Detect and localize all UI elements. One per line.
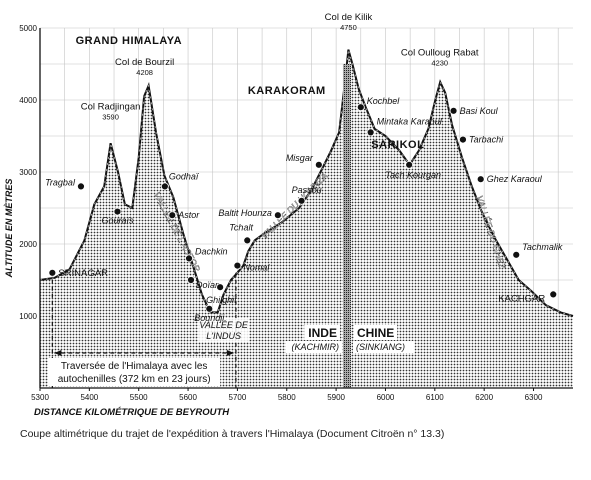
- profile-fill: [40, 49, 573, 388]
- place-label: KACHGAR: [498, 293, 545, 304]
- y-tick-label: 3000: [19, 168, 37, 177]
- region-label: KARAKORAM: [248, 85, 326, 97]
- place-label: Col de Bourzil: [115, 57, 174, 68]
- place-marker: [205, 304, 214, 313]
- x-tick-label: 6100: [426, 393, 444, 402]
- x-tick-label: 5900: [327, 393, 345, 402]
- border-left-region: (KACHMIR): [291, 342, 339, 352]
- place-label: Gouraïs: [101, 216, 134, 226]
- place-marker: [549, 290, 558, 299]
- place-marker: [297, 196, 306, 205]
- place-marker: [168, 211, 177, 220]
- place-label: Col Oulloug Rabat: [401, 47, 479, 58]
- place-label: Basi Koul: [460, 106, 499, 116]
- col-altitude-label: 4230: [431, 58, 448, 67]
- place-label: Tachmalik: [522, 242, 563, 252]
- place-marker: [273, 211, 282, 220]
- border-left-region-bg: [285, 341, 342, 353]
- place-label: Misgar: [286, 153, 314, 163]
- col-altitude-label: 4208: [136, 68, 153, 77]
- traverse-label-box: [48, 358, 221, 386]
- place-label: Ghez Karaoul: [487, 174, 543, 184]
- place-label: Col de Kilik: [325, 12, 373, 23]
- route-line: [39, 49, 574, 317]
- place-label: Boundji: [194, 313, 225, 323]
- place-label: Tach Kourgan: [385, 170, 441, 180]
- border-left-country: INDE: [308, 326, 337, 340]
- traverse-arrow-right-head: [226, 350, 234, 356]
- x-axis-label: DISTANCE KILOMÉTRIQUE DE BEYROUTH: [34, 407, 230, 418]
- x-tick-label: 5300: [31, 393, 49, 402]
- place-marker: [243, 236, 252, 245]
- place-label: Passou: [292, 185, 322, 195]
- place-marker: [160, 182, 169, 191]
- traverse-label-line: Traversée de l'Himalaya avec les: [61, 361, 208, 372]
- x-tick-label: 6300: [525, 393, 543, 402]
- col-altitude-label: 4750: [340, 23, 357, 32]
- y-tick-label: 4000: [19, 96, 37, 105]
- axes: 5300 5400 5500 5600 5700 5800 5900 6000 6100 6200…: [4, 24, 573, 418]
- x-tick-label: 5600: [179, 393, 197, 402]
- place-label: Godhaï: [169, 171, 200, 181]
- place-label: Dachkin: [195, 246, 228, 256]
- x-tick-label: 6000: [377, 393, 395, 402]
- border-right-country: CHINE: [357, 326, 394, 340]
- region-label: GRAND HIMALAYA: [76, 35, 182, 47]
- place-label: Kochbel: [367, 96, 401, 106]
- place-marker: [314, 160, 323, 169]
- y-tick-label: 5000: [19, 24, 37, 33]
- figure-caption: Coupe altimétrique du trajet de l'expédi…: [20, 428, 445, 440]
- border-right-region: (SINKIANG): [356, 342, 405, 352]
- place-marker: [216, 283, 225, 292]
- place-label: Tragbal: [45, 177, 76, 187]
- profile-area: [39, 49, 574, 388]
- region-label: SARIKOL: [371, 139, 424, 151]
- altitude-profile-chart: Traversée de l'Himalaya avec les autochen…: [4, 12, 574, 418]
- indus-label-bg: [198, 318, 249, 342]
- place-marker: [459, 135, 467, 144]
- place-label: Baltit Hounza: [218, 208, 272, 218]
- place-marker: [405, 160, 414, 169]
- place-label: Ghilghit: [206, 295, 237, 305]
- border-right-region-bg: [352, 341, 415, 353]
- place-marker: [185, 254, 193, 263]
- x-tick-label: 5700: [229, 393, 247, 402]
- place-label: Tarbachi: [469, 135, 504, 145]
- place-marker: [77, 182, 85, 191]
- place-label: Doïan: [196, 280, 220, 290]
- traverse-label-line: autochenilles (372 km en 23 jours): [58, 374, 211, 385]
- place-marker: [366, 128, 375, 137]
- place-marker: [48, 268, 57, 277]
- place-marker: [476, 175, 485, 184]
- place-label: SRINAGAR: [58, 268, 108, 279]
- place-marker: [449, 106, 458, 115]
- border-left-country-bg: [304, 325, 340, 340]
- place-label: Astor: [177, 210, 200, 220]
- indus-valley-label: VALLÉE DE: [199, 320, 249, 330]
- traverse-arrow-left-head: [54, 350, 62, 356]
- place-label: Tchalt: [229, 222, 253, 232]
- x-tick-label: 5800: [278, 393, 296, 402]
- place-marker: [233, 261, 242, 270]
- place-label: Mintaka Karaoul: [377, 116, 443, 126]
- place-marker: [113, 207, 122, 216]
- x-tick-label: 5500: [130, 393, 148, 402]
- border-band: [342, 64, 351, 388]
- border-right-country-bg: [353, 325, 398, 340]
- place-label: Col Radjingan: [81, 102, 141, 113]
- x-tick-label: 5400: [80, 393, 98, 402]
- place-marker: [356, 103, 365, 112]
- place-marker: [187, 276, 195, 284]
- place-label: Nomal: [243, 263, 270, 273]
- y-axis-label: ALTITUDE EN MÈTRES: [4, 179, 14, 279]
- x-tick-label: 6200: [475, 393, 493, 402]
- indus-valley-label: L'INDUS: [206, 331, 241, 341]
- y-tick-label: 1000: [19, 312, 37, 321]
- y-tick-label: 2000: [19, 240, 37, 249]
- col-altitude-label: 3590: [102, 113, 119, 122]
- place-marker: [512, 250, 521, 259]
